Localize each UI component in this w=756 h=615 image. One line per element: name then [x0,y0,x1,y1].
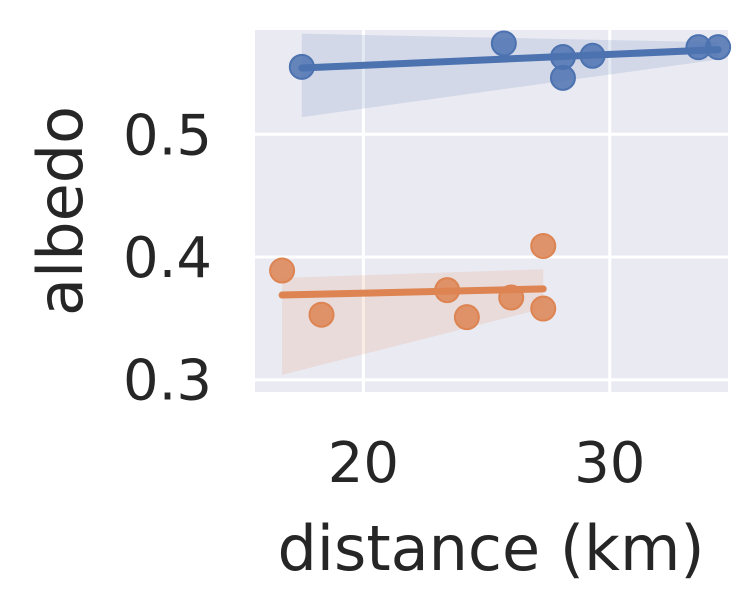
gridlines [255,30,728,392]
data-point [549,64,576,91]
tick-labels: 20 30 0.3 0.4 0.5 [123,103,645,496]
x-axis-label: distance (km) [277,512,704,585]
x-tick-label: 30 [574,431,645,496]
data-point [579,42,606,69]
y-tick-label: 0.4 [123,226,212,291]
data-point [288,53,315,80]
x-tick-label: 20 [328,431,399,496]
data-point [490,30,517,57]
y-axis-label: albedo [24,106,97,316]
data-point [269,257,296,284]
data-point [530,232,557,259]
data-point [498,284,525,311]
fit-lines [278,46,722,299]
y-tick-label: 0.5 [123,103,212,168]
plot-area [255,30,728,392]
data-point [705,34,732,61]
data-point [434,277,461,304]
data-point [530,295,557,322]
fit-line-1 [298,46,722,72]
data-point [308,301,335,328]
data-points [269,30,732,331]
data-point [453,304,480,331]
fit-line-2 [278,285,547,299]
y-tick-label: 0.3 [123,349,212,414]
